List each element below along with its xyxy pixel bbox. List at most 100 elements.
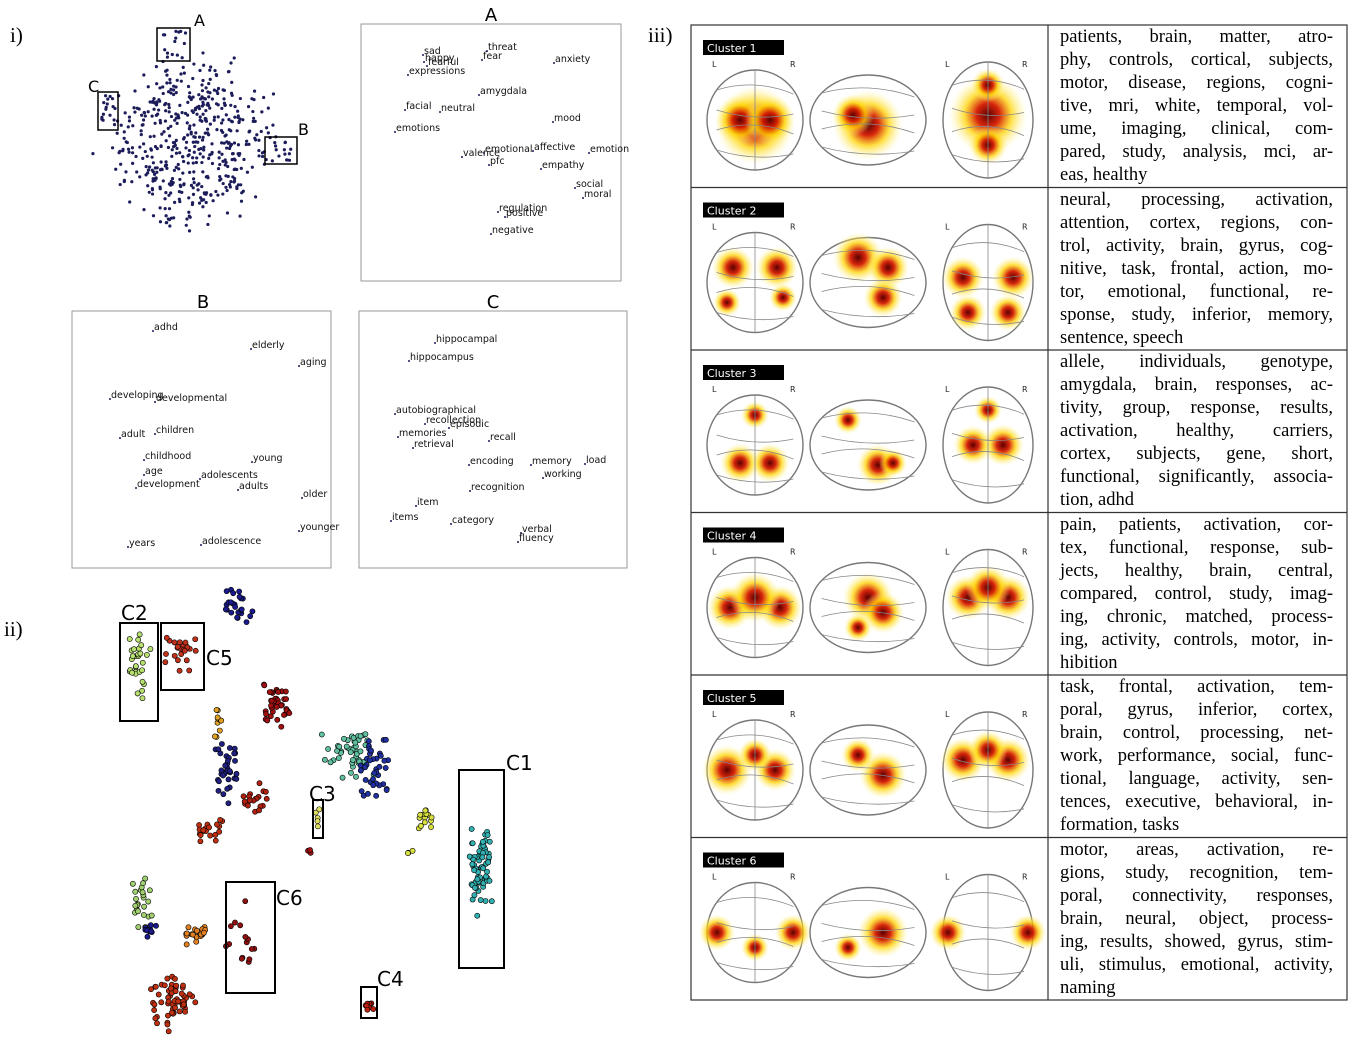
word-point xyxy=(231,175,235,179)
paper-point xyxy=(215,787,222,794)
orientation-label: L xyxy=(712,385,717,394)
paper-point xyxy=(238,955,245,962)
word-point xyxy=(122,136,126,140)
cluster-terms-line: task, frontal, activation, tem- xyxy=(1060,677,1333,697)
word-point xyxy=(204,109,208,113)
word-point xyxy=(144,165,148,169)
paper-point xyxy=(482,898,489,904)
zoom-title: B xyxy=(197,292,209,313)
paper-point xyxy=(274,716,281,723)
paper-point xyxy=(233,776,240,782)
paper-point xyxy=(377,752,384,759)
word-point xyxy=(252,116,256,120)
paper-point xyxy=(214,714,221,721)
paper-point xyxy=(135,636,142,643)
cluster-terms-line: amygdala, brain, responses, ac- xyxy=(1060,375,1333,395)
paper-point xyxy=(231,750,238,757)
paper-point xyxy=(428,824,434,830)
panel-label: iii) xyxy=(648,23,673,47)
word-point xyxy=(204,192,208,196)
cluster-terms-line: phy, controls, cortical, subjects, xyxy=(1060,50,1333,70)
paper-point xyxy=(362,731,369,738)
word-point xyxy=(119,437,121,439)
word-point xyxy=(150,187,154,191)
word-point xyxy=(208,106,212,110)
paper-point xyxy=(246,797,253,804)
word-point xyxy=(490,233,492,235)
cluster-box xyxy=(458,769,505,969)
word-point xyxy=(163,164,168,168)
paper-point xyxy=(135,908,141,915)
word-point xyxy=(162,130,166,134)
paper-point xyxy=(488,898,495,905)
word-point xyxy=(110,146,115,150)
word-point xyxy=(181,159,186,164)
paper-point xyxy=(140,912,147,918)
paper-point xyxy=(172,988,179,995)
word-point xyxy=(119,123,123,127)
word-point xyxy=(161,85,165,89)
word-label: hippocampus xyxy=(410,352,474,363)
word-point xyxy=(115,131,119,135)
word-point xyxy=(221,192,225,196)
word-label: negative xyxy=(492,225,534,236)
paper-point xyxy=(273,704,280,710)
word-point xyxy=(193,108,197,112)
paper-point xyxy=(353,773,359,780)
word-point xyxy=(135,487,137,489)
paper-point xyxy=(225,757,231,764)
brain-sulcus xyxy=(821,574,915,585)
word-label: older xyxy=(303,489,327,500)
word-point xyxy=(141,142,146,146)
paper-point xyxy=(132,663,139,670)
paper-point xyxy=(175,998,182,1005)
word-point xyxy=(412,447,414,449)
word-point xyxy=(225,211,230,215)
word-point xyxy=(134,154,138,159)
paper-point xyxy=(226,745,233,751)
word-label: working xyxy=(544,469,582,480)
word-point xyxy=(127,119,132,123)
word-label: children xyxy=(156,425,194,436)
word-point xyxy=(143,114,147,118)
word-point xyxy=(481,59,483,61)
word-point xyxy=(239,166,243,170)
word-point xyxy=(188,96,192,100)
word-point xyxy=(130,151,135,155)
word-label: fearful xyxy=(428,57,459,68)
paper-point xyxy=(247,613,254,620)
cluster-box xyxy=(160,622,205,691)
paper-point xyxy=(132,888,139,895)
word-point xyxy=(172,168,177,172)
brain-sulcus xyxy=(821,412,915,423)
paper-point xyxy=(244,802,251,809)
paper-point xyxy=(246,956,253,963)
word-point xyxy=(221,130,225,134)
word-point xyxy=(212,88,216,92)
word-point xyxy=(540,168,542,170)
word-point xyxy=(106,97,110,101)
word-point xyxy=(143,149,147,154)
word-point xyxy=(207,214,211,218)
word-point xyxy=(219,121,224,125)
paper-point xyxy=(162,659,169,666)
word-point xyxy=(163,119,168,123)
word-point xyxy=(169,179,173,184)
paper-point xyxy=(220,772,226,779)
word-point xyxy=(177,116,181,120)
paper-point xyxy=(151,1007,158,1014)
word-point xyxy=(206,222,210,227)
word-point xyxy=(155,166,159,170)
paper-point xyxy=(248,946,255,952)
word-point xyxy=(205,127,210,131)
word-point xyxy=(191,76,195,81)
word-point xyxy=(394,413,396,415)
word-point xyxy=(407,74,409,76)
paper-point xyxy=(176,667,183,674)
paper-point xyxy=(178,990,185,997)
word-label: adolescents xyxy=(201,470,258,481)
paper-point xyxy=(417,811,424,818)
word-label: autobiographical xyxy=(396,405,476,416)
word-point xyxy=(174,36,178,40)
paper-point xyxy=(171,652,178,659)
